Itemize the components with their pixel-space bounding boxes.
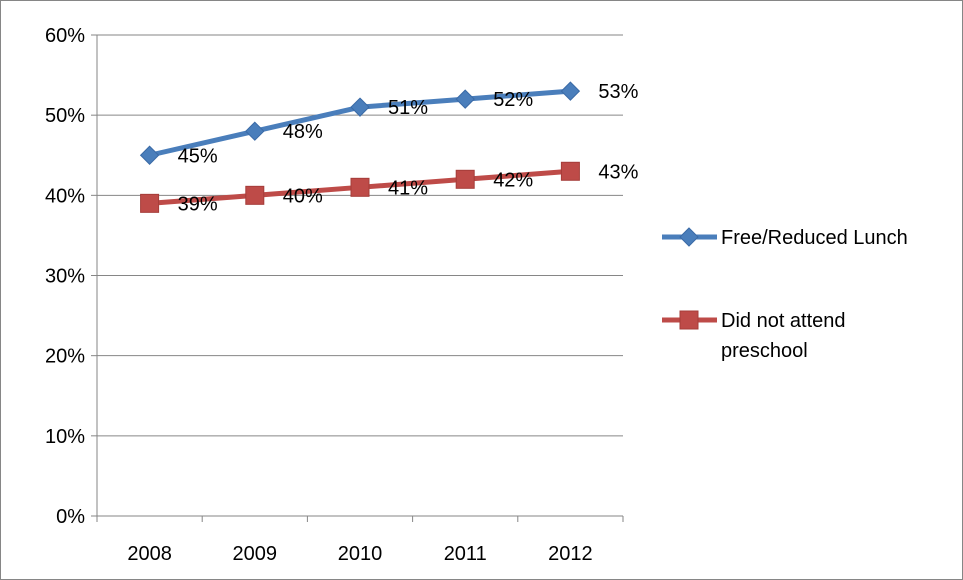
x-tick-labels: 2008 2009 2010 2011 2012 [127,543,592,565]
data-point-diamond [455,89,475,109]
legend-label: preschool [721,340,808,362]
x-tick-label: 2010 [338,543,383,565]
legend-entry-0: Free/Reduced Lunch [662,227,908,249]
x-tick-label: 2012 [548,543,593,565]
data-point-diamond [350,97,370,117]
data-point-diamond [245,121,265,141]
y-tick-label: 40% [45,185,85,207]
y-tick-label: 20% [45,346,85,368]
series-group [139,81,581,213]
y-tick-label: 10% [45,426,85,448]
data-label: 40% [283,185,323,207]
data-label: 39% [178,193,218,215]
x-tick-label: 2009 [233,543,278,565]
legend-entry-1: Did not attend preschool [662,310,846,362]
data-label: 45% [178,145,218,167]
x-tick-label: 2011 [444,543,487,565]
data-label: 52% [493,89,533,111]
data-point-square [140,193,160,213]
legend-label: Did not attend [721,310,846,332]
data-point-diamond [560,81,581,101]
data-label: 53% [598,81,638,103]
y-tick-label: 50% [45,105,85,127]
y-tick-labels: 0% 10% 20% 30% 40% 50% 60% [45,25,85,528]
data-point-square [455,169,475,189]
axis-ticks [91,34,624,522]
legend-label: Free/Reduced Lunch [721,227,908,249]
data-label: 41% [388,177,428,199]
legend: Free/Reduced Lunch Did not attend preschoo… [662,227,908,362]
data-point-diamond [679,227,699,247]
data-point-square [679,310,699,330]
y-tick-label: 30% [45,266,85,288]
x-tick-label: 2008 [127,543,172,565]
y-tick-label: 60% [45,25,85,47]
data-labels: 45% 48% 51% 52% 53% 39% 40% 41% 42% 43% [178,81,639,215]
data-point-diamond [139,145,160,165]
y-tick-label: 0% [56,506,85,528]
data-label: 51% [388,97,428,119]
data-label: 42% [493,169,533,191]
data-point-square [245,185,265,205]
data-point-square [560,161,580,181]
series-0 [139,81,581,165]
data-point-square [350,177,370,197]
data-label: 48% [283,121,323,143]
series-1 [140,161,580,213]
data-label: 43% [598,161,638,183]
